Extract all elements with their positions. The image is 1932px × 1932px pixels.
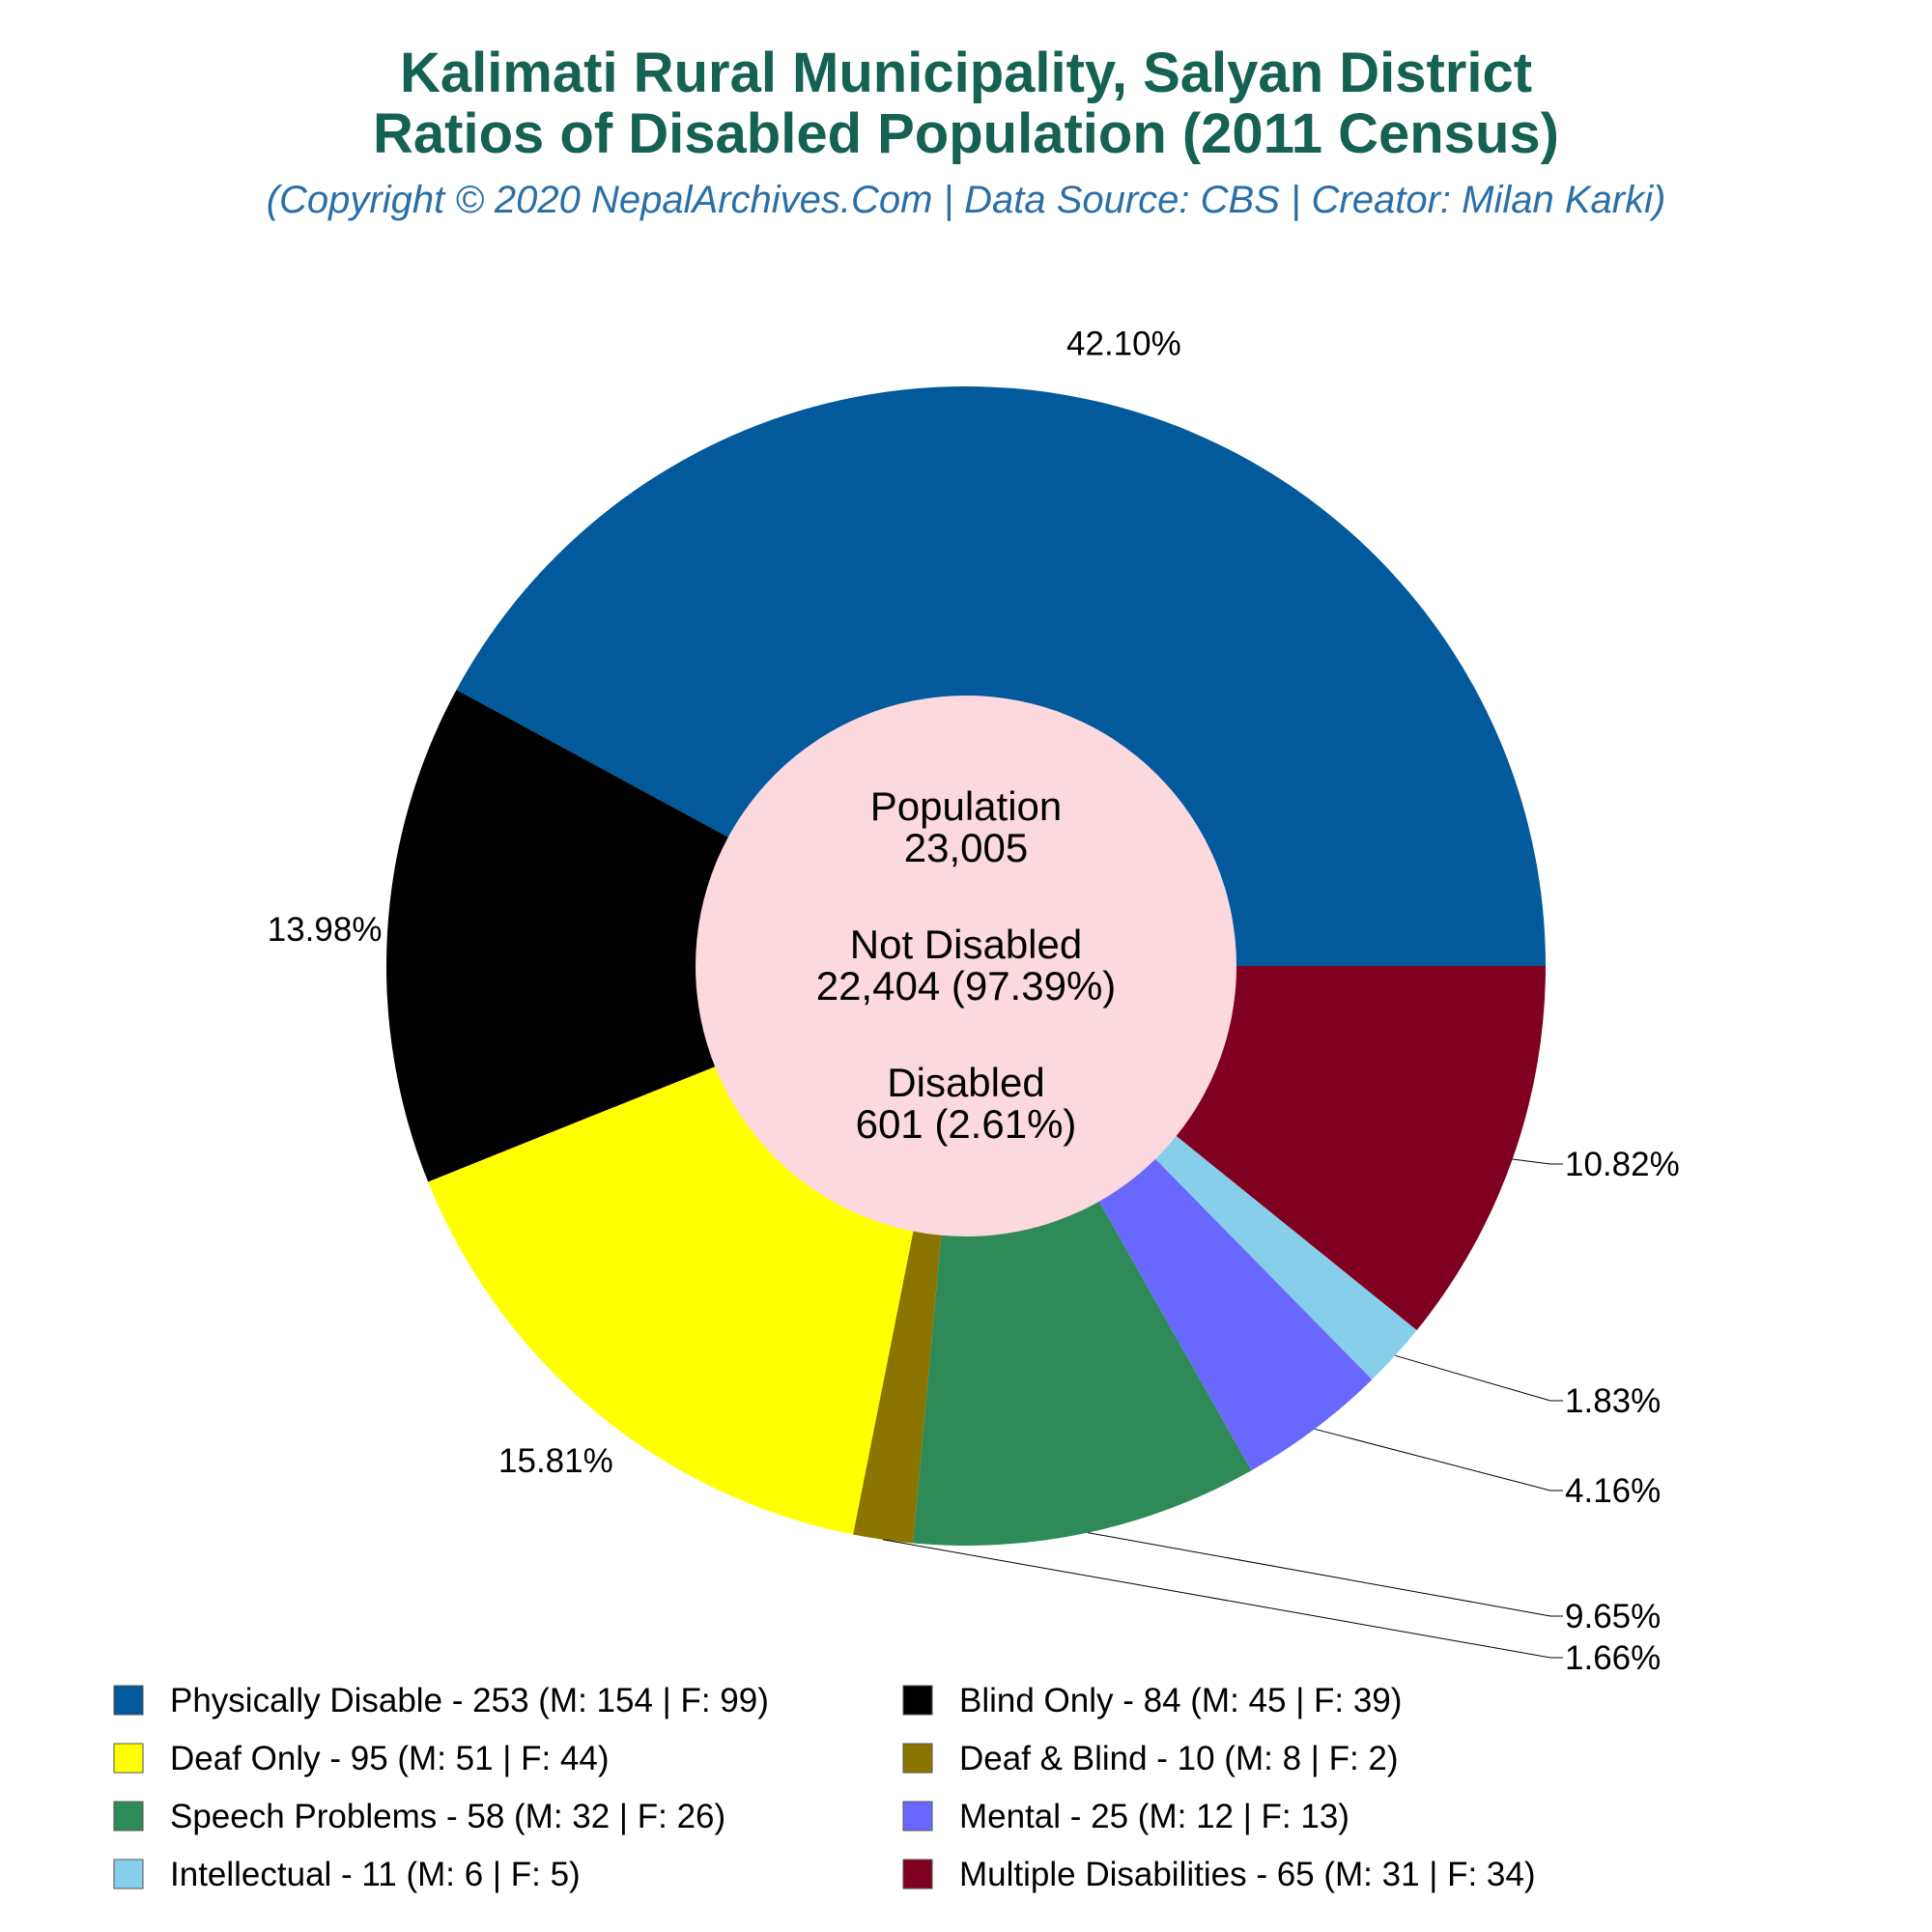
legend-label-deaf-and-blind: Deaf & Blind - 10 (M: 8 | F: 2) bbox=[959, 1740, 1399, 1777]
percent-label-speech-problems: 9.65% bbox=[1565, 1598, 1661, 1635]
percent-label-blind-only: 13.98% bbox=[268, 911, 383, 949]
center-not-disabled-label: Not Disabled bbox=[850, 922, 1082, 967]
legend-swatch-deaf-only bbox=[113, 1743, 144, 1774]
leader-line-mental bbox=[1314, 1428, 1563, 1492]
center-not-disabled-value: 22,404 (97.39%) bbox=[816, 963, 1117, 1009]
leader-line-intellectual bbox=[1395, 1354, 1563, 1402]
leader-lines bbox=[882, 1158, 1563, 1659]
legend-label-multiple-disabilities: Multiple Disabilities - 65 (M: 31 | F: 3… bbox=[959, 1856, 1536, 1893]
legend-swatch-blind-only bbox=[902, 1685, 933, 1716]
chart-subtitle: (Copyright © 2020 NepalArchives.Com | Da… bbox=[267, 179, 1666, 221]
legend-swatch-mental bbox=[902, 1801, 933, 1832]
legend-label-speech-problems: Speech Problems - 58 (M: 32 | F: 26) bbox=[170, 1798, 725, 1835]
legend-swatch-intellectual bbox=[113, 1859, 144, 1889]
chart-title-line-1: Kalimati Rural Municipality, Salyan Dist… bbox=[400, 42, 1532, 104]
leader-line-speech-problems bbox=[1088, 1532, 1563, 1617]
center-population-value: 23,005 bbox=[904, 825, 1028, 870]
leader-line-deaf-and-blind bbox=[882, 1539, 1563, 1659]
percent-label-physically-disable: 42.10% bbox=[1066, 325, 1181, 362]
legend-label-blind-only: Blind Only - 84 (M: 45 | F: 39) bbox=[959, 1682, 1402, 1719]
percent-label-multiple-disabilities: 10.82% bbox=[1565, 1146, 1680, 1183]
legend-label-intellectual: Intellectual - 11 (M: 6 | F: 5) bbox=[170, 1856, 581, 1893]
center-disabled-label: Disabled bbox=[887, 1060, 1044, 1105]
percent-labels: 42.10% 13.98% 15.81% 1.66% 9.65% 4.16% 1.83% 10… bbox=[268, 325, 1680, 1677]
slice-physically-disable bbox=[456, 385, 1547, 966]
percent-label-deaf-only: 15.81% bbox=[498, 1442, 613, 1480]
percent-label-deaf-and-blind: 1.66% bbox=[1565, 1639, 1661, 1677]
donut-center bbox=[696, 696, 1236, 1236]
percent-label-mental: 4.16% bbox=[1565, 1472, 1661, 1510]
leader-line-multiple-disabilities bbox=[1512, 1158, 1563, 1165]
legend-swatch-speech-problems bbox=[113, 1801, 144, 1832]
legend-swatch-deaf-and-blind bbox=[902, 1743, 933, 1774]
legend-label-deaf-only: Deaf Only - 95 (M: 51 | F: 44) bbox=[170, 1740, 610, 1777]
slice-blind-only bbox=[386, 690, 967, 1182]
chart-title-line-2: Ratios of Disabled Population (2011 Cens… bbox=[373, 102, 1559, 165]
center-disabled-value: 601 (2.61%) bbox=[856, 1101, 1077, 1147]
legend-swatch-physically-disable bbox=[113, 1685, 144, 1716]
legend: Physically Disable - 253 (M: 154 | F: 99… bbox=[113, 1682, 1536, 1893]
legend-label-physically-disable: Physically Disable - 253 (M: 154 | F: 99… bbox=[170, 1682, 769, 1719]
legend-label-mental: Mental - 25 (M: 12 | F: 13) bbox=[959, 1798, 1350, 1835]
legend-swatch-multiple-disabilities bbox=[902, 1859, 933, 1889]
center-population-label: Population bbox=[870, 783, 1063, 829]
percent-label-intellectual: 1.83% bbox=[1565, 1382, 1661, 1420]
